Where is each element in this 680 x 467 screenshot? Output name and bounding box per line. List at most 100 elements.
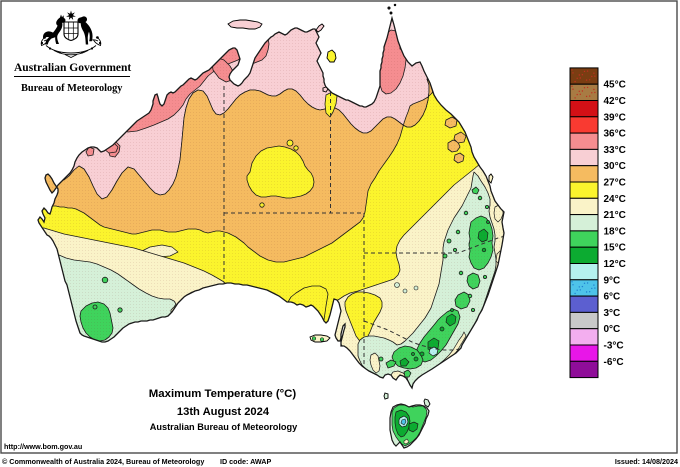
legend-cell-dot: [578, 90, 580, 93]
coat-of-arms-icon: [40, 10, 102, 59]
map-source: Australian Bureau of Meteorology: [150, 422, 298, 432]
legend-label: 42°C: [604, 96, 626, 107]
legend-cell-dot: [589, 79, 591, 81]
legend-cell-dot: [574, 80, 576, 83]
legend-cell-dot: [586, 70, 589, 72]
island-groote: [326, 49, 337, 63]
legend-cell-dot: [579, 77, 581, 79]
island-pellew: [322, 86, 329, 93]
legend-cell-dot: [579, 289, 581, 291]
legend-cell-dot: [585, 79, 588, 81]
legend-cell-dot: [576, 77, 578, 80]
legend-cell-dot: [578, 74, 580, 76]
legend-cell-dot: [594, 75, 596, 77]
legend-label: 15°C: [604, 243, 626, 254]
legend-cell: [569, 230, 599, 248]
legend-cell: [569, 116, 599, 134]
tasmania-darkgreen-east: [408, 421, 419, 433]
island-king: [383, 392, 389, 400]
legend-label: 39°C: [604, 112, 626, 123]
islands: [227, 3, 494, 408]
legend-label: 0°C: [604, 324, 621, 335]
legend-cell-dot: [593, 72, 595, 74]
footer-copyright: © Commonwealth of Australia 2024, Bureau…: [2, 457, 204, 466]
legend-cell: [569, 181, 599, 199]
legend-cell-dot: [586, 86, 589, 89]
legend-cell-dot: [593, 284, 595, 286]
island-fraser: [488, 173, 494, 184]
legend-label: -3°C: [604, 341, 624, 352]
island-melville: [227, 19, 263, 30]
tasmania-cream-pocket: [403, 438, 410, 445]
legend-cell: [569, 83, 599, 101]
legend-label: 45°C: [604, 80, 626, 91]
legend: 45°C 42°C 39°C 36°C 33°C 30°C 27°C 24°C 21°C 18°C…: [569, 67, 626, 379]
legend-cell: [569, 100, 599, 118]
legend-cell: [569, 328, 599, 346]
legend-cell: [569, 360, 599, 379]
legend-cell-dot: [583, 87, 586, 89]
legend-cell-dot: [578, 286, 580, 288]
legend-label: 27°C: [604, 178, 626, 189]
legend-cell: [569, 132, 599, 150]
legend-cell: [569, 295, 599, 313]
legend-cell-dot: [571, 281, 573, 283]
legend-label: 6°C: [604, 292, 621, 303]
legend-cell-dot: [572, 88, 574, 90]
legend-cell: [569, 197, 599, 216]
footer-issued: Issued: 14/08/2024: [615, 457, 678, 466]
legend-cell-dot: [593, 88, 595, 91]
map-title: Maximum Temperature (°C): [149, 388, 297, 400]
legend-label: 9°C: [604, 275, 621, 286]
header-government-title: Australian Government: [14, 62, 131, 74]
legend-cell-dot: [589, 95, 591, 97]
legend-cell-dot: [585, 291, 588, 293]
footer-id-code: ID code: AWAP: [220, 457, 271, 466]
legend-cell-dot: [581, 285, 584, 288]
state-borders: [223, 86, 504, 366]
legend-cell: [569, 165, 599, 183]
legend-cell: [569, 214, 599, 232]
legend-cell-dot: [594, 91, 596, 94]
legend-cell: [569, 246, 599, 264]
island-flinders: [423, 398, 431, 408]
legend-cell-dot: [574, 292, 576, 295]
legend-cell-dot: [586, 282, 589, 284]
bom-url: http://www.bom.gov.au: [4, 442, 82, 451]
legend-label: 18°C: [604, 226, 626, 237]
legend-cell: [569, 311, 599, 330]
legend-cell-dot: [581, 90, 584, 92]
legend-cell-dot: [591, 287, 593, 290]
legend-cell-dot: [589, 291, 591, 293]
map-frame-border: [0, 0, 678, 454]
legend-cell-dot: [594, 287, 596, 289]
legend-cell-dot: [583, 70, 586, 73]
legend-cell-dot: [581, 74, 584, 76]
legend-label: 21°C: [604, 210, 626, 221]
legend-label: -6°C: [604, 357, 624, 368]
legend-cell: [569, 279, 599, 297]
legend-cell: [569, 67, 599, 85]
legend-cell-dot: [571, 85, 573, 87]
legend-label: 3°C: [604, 308, 621, 319]
map-date: 13th August 2024: [177, 406, 270, 418]
legend-label: 36°C: [604, 129, 626, 140]
legend-cell-dot: [591, 92, 593, 94]
header-agency-title: Bureau of Meteorology: [21, 83, 123, 94]
legend-cell-dot: [572, 284, 574, 286]
island-wessel: [315, 23, 325, 33]
legend-cell: [569, 148, 599, 167]
legend-cell-dot: [591, 75, 593, 78]
legend-label: 12°C: [604, 259, 626, 270]
legend-cell-dot: [576, 93, 578, 96]
legend-cell-dot: [583, 282, 586, 284]
legend-cell-dot: [579, 93, 581, 96]
legend-cell-dot: [574, 97, 576, 99]
legend-label: 33°C: [604, 145, 626, 156]
tasmania-cyan-core: [400, 418, 407, 426]
legend-cell-dot: [571, 69, 573, 71]
legend-label: 30°C: [604, 161, 626, 172]
tasmania-fill: [390, 404, 429, 448]
